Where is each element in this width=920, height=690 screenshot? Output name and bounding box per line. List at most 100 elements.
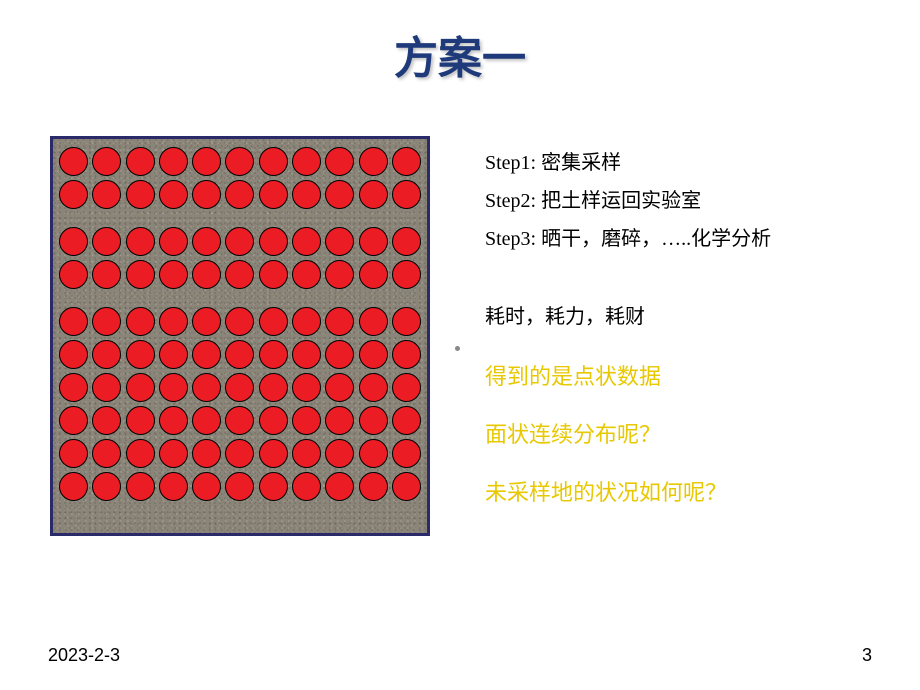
sample-dot — [192, 340, 221, 369]
sample-dot — [225, 439, 254, 468]
sample-dot — [225, 260, 254, 289]
sample-dot — [159, 147, 188, 176]
sample-dot — [159, 340, 188, 369]
decorative-dot — [455, 346, 460, 351]
sample-dot — [192, 180, 221, 209]
sample-dot — [126, 180, 155, 209]
sample-dot — [259, 307, 288, 336]
sample-dot — [259, 406, 288, 435]
sample-dot — [126, 307, 155, 336]
sample-dot — [159, 439, 188, 468]
sample-dot — [292, 180, 321, 209]
sample-dot — [325, 227, 354, 256]
sample-dot — [192, 260, 221, 289]
sample-dot — [359, 307, 388, 336]
dot-row — [59, 439, 421, 468]
sample-dot — [325, 147, 354, 176]
dot-row — [59, 260, 421, 289]
dot-row — [59, 307, 421, 336]
sample-dot — [92, 227, 121, 256]
sample-dot — [259, 472, 288, 501]
sample-dot — [392, 406, 421, 435]
dot-row — [59, 147, 421, 176]
sample-dot — [392, 147, 421, 176]
sample-dot — [325, 260, 354, 289]
sample-dot — [325, 307, 354, 336]
sample-dot — [159, 472, 188, 501]
dot-row — [59, 180, 421, 209]
dot-row — [59, 227, 421, 256]
sample-dot — [192, 373, 221, 402]
sample-dot — [225, 340, 254, 369]
sample-dot — [59, 340, 88, 369]
sample-dot — [392, 472, 421, 501]
sample-dot — [359, 439, 388, 468]
sample-dot — [292, 260, 321, 289]
sample-dot — [225, 373, 254, 402]
step-line: Step3: 晒干，磨碎，…..化学分析 — [485, 220, 771, 258]
sample-dot — [126, 227, 155, 256]
sample-dot — [359, 373, 388, 402]
sample-dot — [292, 472, 321, 501]
sample-dot — [126, 260, 155, 289]
sample-dot — [392, 260, 421, 289]
sample-dot — [126, 439, 155, 468]
sample-dot — [225, 147, 254, 176]
dot-row — [59, 406, 421, 435]
sample-dot — [159, 307, 188, 336]
highlight-list: 得到的是点状数据面状连续分布呢？ 未采样地的状况如何呢？ — [485, 359, 771, 507]
sample-dot — [159, 260, 188, 289]
sample-dot — [292, 439, 321, 468]
sample-dot — [325, 180, 354, 209]
sample-dot — [92, 472, 121, 501]
sample-dot — [92, 260, 121, 289]
sample-dot — [92, 373, 121, 402]
sample-dot — [392, 180, 421, 209]
sample-dot — [92, 307, 121, 336]
sample-dot — [192, 307, 221, 336]
sample-dot — [59, 472, 88, 501]
sample-dot — [259, 340, 288, 369]
sample-dot — [259, 439, 288, 468]
sample-dot — [126, 147, 155, 176]
highlight-line: 得到的是点状数据 — [485, 359, 771, 391]
sample-dot — [92, 180, 121, 209]
sample-dot — [325, 406, 354, 435]
sample-dot — [325, 340, 354, 369]
slide-title: 方案一 — [0, 0, 920, 86]
dot-row — [59, 472, 421, 501]
sample-dot — [392, 439, 421, 468]
sample-dot — [192, 406, 221, 435]
sample-dot — [392, 307, 421, 336]
sampling-diagram — [50, 136, 430, 536]
sample-dot — [359, 227, 388, 256]
sample-dot — [325, 373, 354, 402]
sample-dot — [292, 406, 321, 435]
sample-dot — [92, 147, 121, 176]
sample-dot — [92, 406, 121, 435]
dot-row — [59, 340, 421, 369]
sample-dot — [126, 406, 155, 435]
highlight-line: 未采样地的状况如何呢？ — [485, 475, 771, 507]
sample-dot — [192, 439, 221, 468]
sample-dot — [92, 439, 121, 468]
sample-dot — [359, 472, 388, 501]
sample-dot — [292, 307, 321, 336]
sample-dot — [259, 147, 288, 176]
sample-dot — [259, 260, 288, 289]
sample-dot — [92, 340, 121, 369]
sample-dot — [59, 307, 88, 336]
sample-dot — [325, 472, 354, 501]
sample-dot — [292, 147, 321, 176]
sample-dot — [259, 227, 288, 256]
sample-dot — [159, 406, 188, 435]
sample-dot — [192, 472, 221, 501]
sample-dot — [59, 406, 88, 435]
sample-dot — [359, 406, 388, 435]
sample-dot — [225, 472, 254, 501]
sample-dot — [159, 180, 188, 209]
sample-dot — [225, 307, 254, 336]
sample-dot — [225, 406, 254, 435]
highlight-line: 面状连续分布呢？ — [485, 417, 771, 449]
sample-dot — [159, 227, 188, 256]
